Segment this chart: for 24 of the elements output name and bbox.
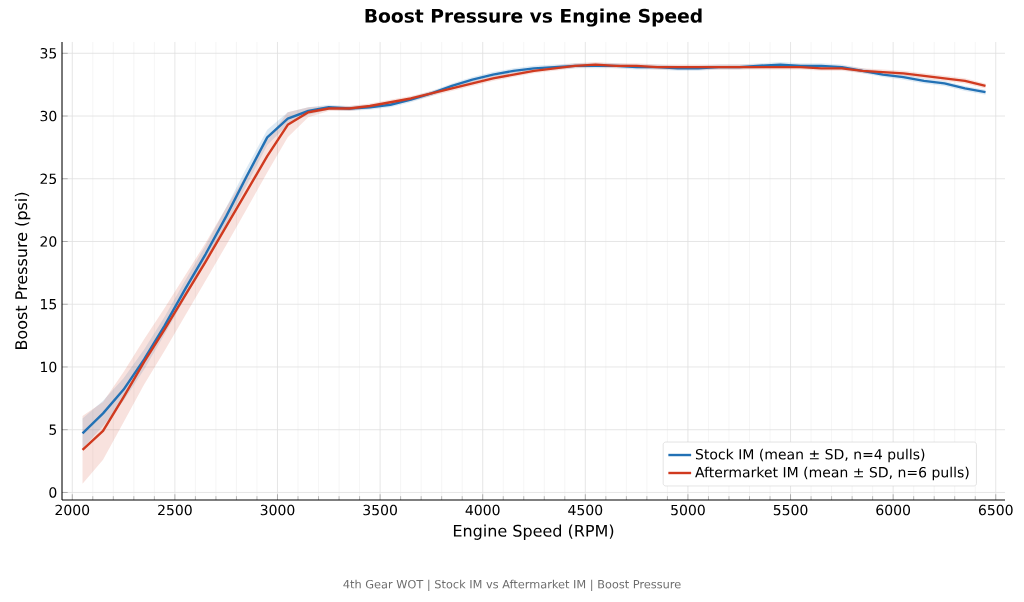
y-tick-label: 10 — [41, 361, 57, 373]
x-tick-label: 6500 — [978, 504, 1013, 516]
y-tick-label: 5 — [49, 424, 57, 435]
x-tick-label: 3000 — [260, 504, 295, 516]
x-tick-label: 6000 — [876, 504, 911, 516]
legend-label: Aftermarket IM (mean ± SD, n=6 pulls) — [695, 466, 969, 481]
y-tick-label: 15 — [41, 299, 57, 310]
x-tick-label: 2000 — [55, 504, 90, 516]
y-tick-label: 20 — [40, 236, 57, 247]
x-tick-label: 5500 — [773, 504, 808, 516]
y-tick-label: 25 — [40, 173, 57, 185]
y-tick-label: 0 — [49, 487, 57, 498]
y-axis-title: Boost Pressure (psi) — [14, 192, 31, 349]
x-axis-title: Engine Speed (RPM) — [453, 524, 614, 540]
x-tick-label: 4500 — [568, 504, 603, 516]
x-tick-label: 3500 — [363, 504, 397, 516]
x-tick-label: 4000 — [465, 504, 500, 516]
chart-title: Boost Pressure vs Engine Speed — [365, 8, 702, 27]
x-tick-label: 5000 — [671, 504, 705, 516]
y-tick-label: 30 — [40, 110, 57, 122]
legend-label: Stock IM (mean ± SD, n=4 pulls) — [695, 448, 925, 463]
y-tick-label: 35 — [40, 47, 57, 59]
x-tick-label: 2500 — [158, 504, 192, 516]
text: 4th Gear WOT | Stock IM vs Aftermarket IM | Boost Pressure — [343, 579, 681, 591]
